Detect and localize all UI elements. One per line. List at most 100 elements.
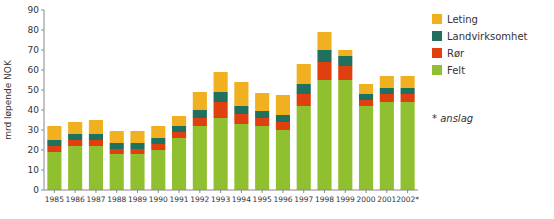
x-tick	[137, 190, 138, 193]
bar-segment	[89, 134, 103, 140]
legend-label: Rør	[447, 48, 465, 59]
annotation: * anslag	[432, 113, 473, 124]
bar-segment	[130, 143, 144, 149]
bar-segment	[110, 143, 124, 149]
y-tick-label: 60	[28, 65, 40, 75]
x-tick-label: 1995	[253, 195, 272, 204]
y-tick-label: 70	[28, 45, 40, 55]
x-tick	[262, 190, 263, 193]
bar-segment	[338, 50, 352, 56]
bar-segment	[380, 88, 394, 94]
bar-segment	[172, 138, 186, 190]
bar-segment	[359, 100, 373, 106]
bar-segment	[214, 92, 228, 102]
bar-segment	[359, 84, 373, 94]
x-tick-label: 1998	[315, 195, 334, 204]
bar-segment	[89, 140, 103, 146]
bar-segment	[276, 122, 290, 130]
y-tick-label: 50	[28, 85, 40, 95]
bar-segment	[130, 131, 144, 143]
bar-segment	[234, 114, 248, 124]
x-tick-label: 2002*	[396, 195, 419, 204]
bar-segment	[68, 146, 82, 190]
legend-swatch	[432, 31, 442, 41]
x-tick-label: 1986	[66, 195, 85, 204]
bar-segment	[193, 110, 207, 118]
x-tick	[345, 190, 346, 193]
bar-segment	[47, 126, 61, 140]
bar-segment	[234, 106, 248, 114]
bar-segment	[47, 140, 61, 146]
x-tick	[95, 190, 96, 193]
bar-segment	[297, 106, 311, 190]
legend-label: Felt	[447, 65, 465, 76]
bar-segment	[276, 115, 290, 122]
bar-segment	[68, 140, 82, 146]
bar-segment	[110, 149, 124, 154]
y-tick-label: 0	[33, 185, 39, 195]
bar-segment	[47, 146, 61, 152]
bar-segment	[214, 72, 228, 92]
bar-segment	[338, 66, 352, 80]
y-tick-label: 30	[28, 125, 40, 135]
bar-segment	[359, 106, 373, 190]
bar-segment	[255, 93, 269, 111]
bar-segment	[255, 111, 269, 118]
bar-segment	[234, 124, 248, 190]
bar-segment	[172, 132, 186, 138]
bar-segment	[255, 126, 269, 190]
x-tick-label: 1992	[190, 195, 209, 204]
legend-swatch	[432, 48, 442, 58]
y-tick-label: 20	[28, 145, 40, 155]
y-tick-label: 40	[28, 105, 40, 115]
bar-segment	[151, 126, 165, 138]
bar-segment	[401, 76, 415, 88]
bar-segment	[297, 94, 311, 106]
chart-svg: 0102030405060708090mrd løpende NOK198519…	[0, 0, 554, 219]
x-tick	[220, 190, 221, 193]
bar-segment	[317, 50, 331, 62]
bar-segment	[380, 76, 394, 88]
x-tick-label: 1999	[336, 195, 355, 204]
bar-segment	[338, 80, 352, 190]
x-tick-label: 2000	[357, 195, 376, 204]
bar-segment	[359, 94, 373, 100]
bar-segment	[338, 56, 352, 66]
bar-segment	[89, 120, 103, 134]
y-tick-label: 80	[28, 25, 40, 35]
x-tick	[386, 190, 387, 193]
y-tick-label: 90	[28, 5, 40, 15]
x-tick	[116, 190, 117, 193]
bar-segment	[297, 64, 311, 84]
legend-label: Leting	[447, 14, 478, 25]
bar-segment	[47, 152, 61, 190]
x-tick-label: 1990	[149, 195, 168, 204]
x-tick-label: 2001	[377, 195, 396, 204]
x-tick	[179, 190, 180, 193]
bar-segment	[151, 144, 165, 150]
bar-segment	[317, 80, 331, 190]
x-axis	[44, 190, 418, 191]
legend-swatch	[432, 14, 442, 24]
x-tick	[54, 190, 55, 193]
x-tick	[303, 190, 304, 193]
bars	[47, 32, 414, 190]
bar-segment	[68, 134, 82, 140]
bar-segment	[193, 118, 207, 126]
x-tick-label: 1997	[294, 195, 313, 204]
y-axis-label: mrd løpende NOK	[3, 59, 13, 140]
bar-segment	[234, 82, 248, 106]
bar-segment	[130, 154, 144, 190]
y-tick-label: 10	[28, 165, 40, 175]
x-tick	[158, 190, 159, 193]
bar-segment	[151, 150, 165, 190]
bar-segment	[130, 149, 144, 154]
legend-label: Landvirksomhet	[447, 31, 528, 42]
x-tick-label: 1996	[273, 195, 292, 204]
bar-segment	[380, 102, 394, 190]
chart-container: 0102030405060708090mrd løpende NOK198519…	[0, 0, 554, 219]
bar-segment	[255, 118, 269, 126]
bar-segment	[276, 130, 290, 190]
bar-segment	[317, 32, 331, 50]
bar-segment	[68, 122, 82, 134]
